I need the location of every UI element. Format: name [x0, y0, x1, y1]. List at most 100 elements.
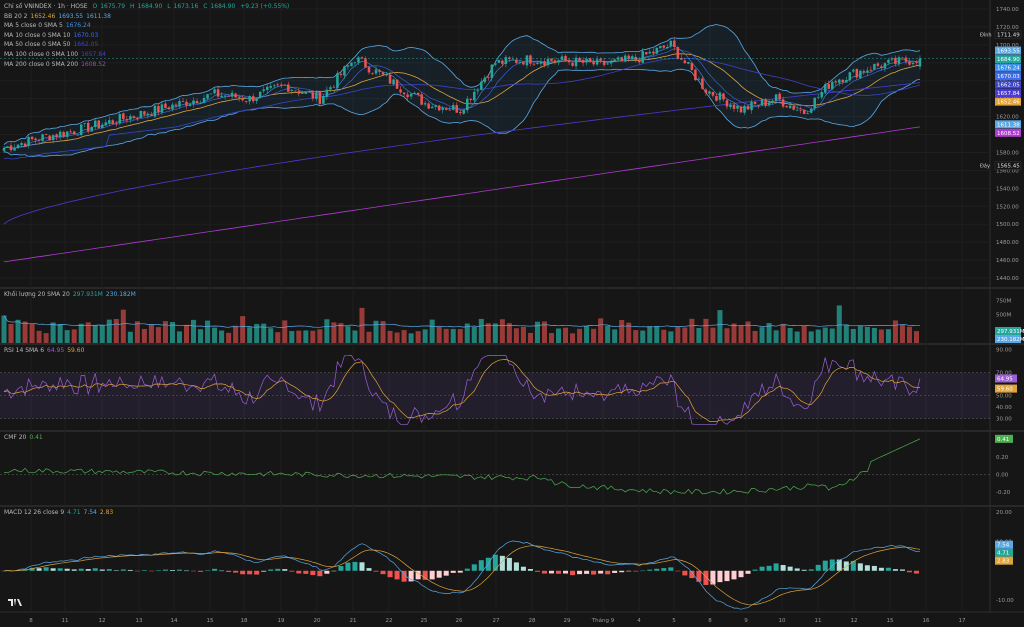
candle[interactable] — [444, 108, 448, 110]
candle[interactable] — [595, 59, 599, 65]
candle[interactable] — [701, 78, 704, 89]
candle[interactable] — [111, 120, 115, 124]
candle[interactable] — [497, 59, 501, 63]
candle[interactable] — [69, 131, 72, 133]
candle[interactable] — [578, 57, 581, 61]
candle[interactable] — [216, 89, 220, 97]
candle[interactable] — [37, 139, 41, 141]
candle[interactable] — [588, 58, 592, 62]
candle[interactable] — [809, 108, 813, 113]
candle[interactable] — [44, 134, 48, 135]
candle[interactable] — [402, 92, 406, 95]
candle[interactable] — [574, 57, 578, 67]
candle[interactable] — [104, 122, 108, 126]
candle[interactable] — [346, 65, 350, 67]
candle[interactable] — [816, 96, 820, 98]
candle[interactable] — [739, 106, 743, 113]
candle[interactable] — [244, 101, 248, 102]
candle[interactable] — [374, 69, 378, 74]
candle[interactable] — [448, 109, 451, 111]
candle[interactable] — [458, 112, 462, 114]
candle[interactable] — [416, 92, 420, 95]
candle[interactable] — [332, 86, 336, 88]
candle[interactable] — [343, 66, 346, 76]
candle[interactable] — [395, 79, 399, 89]
candle[interactable] — [251, 96, 255, 102]
candle[interactable] — [662, 45, 666, 48]
candle[interactable] — [255, 98, 258, 101]
candle[interactable] — [388, 74, 392, 84]
candle[interactable] — [602, 61, 606, 65]
candle[interactable] — [683, 60, 687, 64]
candle[interactable] — [93, 120, 97, 128]
candle[interactable] — [132, 116, 136, 118]
candle[interactable] — [915, 62, 918, 64]
candle[interactable] — [845, 79, 848, 83]
candle[interactable] — [220, 95, 223, 98]
candle[interactable] — [901, 57, 904, 59]
candle[interactable] — [490, 64, 494, 79]
candle[interactable] — [230, 92, 234, 97]
candle[interactable] — [676, 47, 680, 59]
candle[interactable] — [585, 58, 588, 63]
candle[interactable] — [353, 62, 357, 64]
candle[interactable] — [711, 91, 715, 96]
candle[interactable] — [680, 58, 683, 60]
candle[interactable] — [62, 132, 65, 137]
candle[interactable] — [792, 106, 795, 110]
candle[interactable] — [708, 91, 711, 94]
candle[interactable] — [887, 59, 890, 63]
candle[interactable] — [469, 98, 473, 100]
candle[interactable] — [522, 62, 525, 65]
candle[interactable] — [167, 107, 171, 110]
candle[interactable] — [301, 93, 304, 94]
candle[interactable] — [687, 61, 690, 64]
candle[interactable] — [304, 91, 308, 94]
candle[interactable] — [437, 105, 441, 111]
candle[interactable] — [848, 72, 852, 81]
candle[interactable] — [248, 96, 251, 102]
candle[interactable] — [164, 103, 167, 108]
candle[interactable] — [753, 101, 757, 105]
candle[interactable] — [325, 89, 329, 97]
candle[interactable] — [409, 93, 413, 97]
candle[interactable] — [392, 79, 395, 85]
candle[interactable] — [904, 57, 908, 62]
candle[interactable] — [209, 93, 213, 95]
candle[interactable] — [715, 95, 718, 101]
candle[interactable] — [262, 89, 265, 92]
candle[interactable] — [294, 90, 297, 92]
candle[interactable] — [34, 138, 37, 141]
candle[interactable] — [350, 62, 353, 67]
candle[interactable] — [178, 100, 181, 107]
candle[interactable] — [311, 92, 315, 99]
candle[interactable] — [869, 69, 873, 71]
candle[interactable] — [504, 57, 508, 64]
candle[interactable] — [581, 59, 585, 63]
candle[interactable] — [272, 85, 276, 87]
candle[interactable] — [364, 58, 367, 68]
candle[interactable] — [718, 92, 722, 100]
candle[interactable] — [592, 61, 595, 65]
candle[interactable] — [788, 105, 792, 109]
candle[interactable] — [641, 51, 645, 63]
candle[interactable] — [543, 61, 546, 65]
candle[interactable] — [725, 100, 729, 107]
candle[interactable] — [557, 60, 560, 63]
candle[interactable] — [648, 51, 652, 54]
candle[interactable] — [866, 70, 869, 73]
candle[interactable] — [223, 95, 227, 97]
candle[interactable] — [694, 69, 697, 80]
candle[interactable] — [659, 46, 662, 49]
candle[interactable] — [746, 105, 750, 110]
candle[interactable] — [876, 63, 880, 66]
candle[interactable] — [455, 105, 458, 113]
candle[interactable] — [732, 104, 736, 109]
candle[interactable] — [652, 51, 655, 54]
candle[interactable] — [381, 72, 385, 75]
candle[interactable] — [539, 61, 543, 64]
candle[interactable] — [571, 62, 574, 66]
candle[interactable] — [785, 106, 788, 108]
candle[interactable] — [13, 147, 16, 151]
candle[interactable] — [269, 85, 272, 88]
